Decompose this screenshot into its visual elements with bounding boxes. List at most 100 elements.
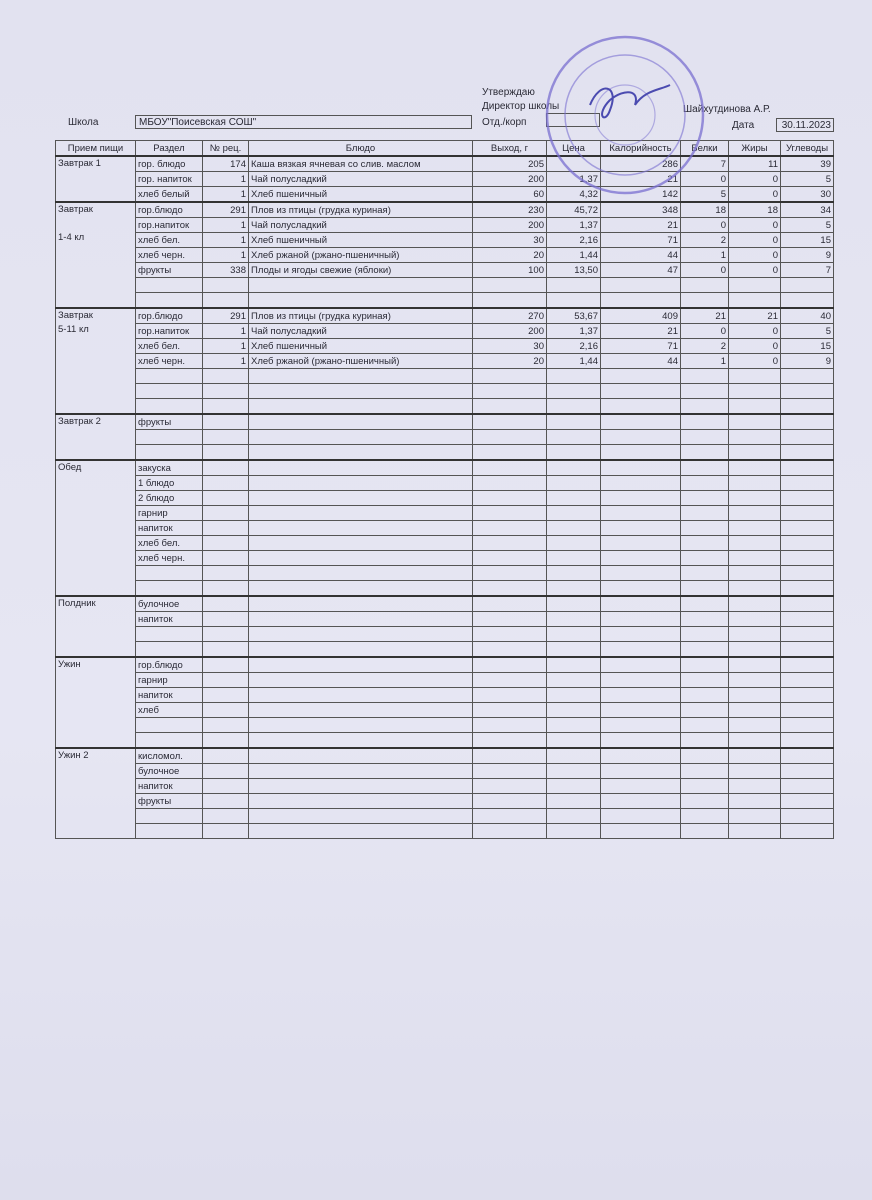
cell — [202, 459, 249, 476]
cell — [546, 717, 601, 733]
cell — [472, 277, 547, 293]
cell — [248, 778, 473, 794]
cell: фрукты — [135, 793, 203, 809]
cell — [472, 505, 547, 521]
cell — [728, 747, 781, 764]
cell — [600, 793, 681, 809]
cell — [780, 580, 834, 597]
cell: 2,16 — [546, 338, 601, 354]
cell — [202, 672, 249, 688]
cell — [472, 550, 547, 566]
cell — [248, 808, 473, 824]
meal-cell: Завтрак 5-11 кл — [55, 307, 136, 415]
cell — [472, 413, 547, 430]
table-row: Завтрак 1-4 кл гор.блюдо 291 Плов из птицы (… — [55, 201, 834, 309]
cell — [680, 641, 729, 658]
cell — [202, 611, 249, 627]
cell — [780, 793, 834, 809]
cell — [472, 444, 547, 461]
cell — [600, 490, 681, 506]
cell — [728, 550, 781, 566]
cell — [680, 368, 729, 384]
table-row: хлеб черн. 1 Хлеб ржаной (ржано-пшеничный)… — [56, 247, 834, 263]
cell: Плов из птицы (грудка куриная) — [248, 201, 473, 218]
cell — [546, 626, 601, 642]
cell: 1 — [680, 247, 729, 263]
cell: 1,37 — [546, 323, 601, 339]
cell: 5 — [780, 171, 834, 187]
cell — [600, 732, 681, 749]
table-row: Ужин 2 кисломол. — [55, 747, 834, 839]
cell — [546, 808, 601, 824]
cell — [202, 580, 249, 597]
cell — [546, 641, 601, 658]
cell: 0 — [728, 262, 781, 278]
table-row: хлеб черн. 1 Хлеб ржаной (ржано-пшеничный)… — [56, 353, 834, 369]
cell — [472, 535, 547, 551]
cell: 9 — [780, 247, 834, 263]
cell — [202, 823, 249, 839]
cell — [600, 595, 681, 612]
cell — [680, 808, 729, 824]
cell — [472, 459, 547, 476]
cell: 11 — [728, 155, 781, 172]
cell: 21 — [600, 217, 681, 233]
cell — [135, 732, 203, 749]
cell: хлеб черн. — [135, 353, 203, 369]
cell — [202, 702, 249, 718]
meal-cell: Завтрак 1-4 кл — [55, 201, 136, 309]
cell — [202, 505, 249, 521]
table-row: гор.напиток 1 Чай полусладкий 200 1,37 21 0 0 5 — [56, 217, 834, 233]
cell — [202, 292, 249, 309]
cell — [728, 823, 781, 839]
cell: хлеб белый — [135, 186, 203, 203]
cell — [135, 444, 203, 461]
cell: 40 — [780, 307, 834, 324]
cell — [135, 808, 203, 824]
cell — [680, 429, 729, 445]
cell: 174 — [202, 155, 249, 172]
cell — [728, 641, 781, 658]
cell — [202, 398, 249, 415]
cell — [780, 641, 834, 658]
cell — [680, 413, 729, 430]
cell — [202, 368, 249, 384]
table-row: гор. напиток 1 Чай полусладкий 200 1,37 21 0 0 5 — [56, 171, 834, 187]
cell: 47 — [600, 262, 681, 278]
director-label: Директор школы — [482, 101, 560, 112]
cell: Хлеб пшеничный — [248, 186, 473, 203]
cell — [248, 626, 473, 642]
cell — [728, 763, 781, 779]
cell — [472, 778, 547, 794]
cell — [135, 383, 203, 399]
cell — [600, 475, 681, 491]
cell — [248, 292, 473, 309]
cell — [202, 413, 249, 430]
table-row: Завтрак 1 гор. блюдо 174 Каша вязкая ячнева… — [55, 155, 834, 203]
table-row — [56, 565, 834, 581]
cell — [600, 520, 681, 536]
table-row: Завтрак 2 фрукты — [55, 413, 834, 461]
cell: фрукты — [135, 262, 203, 278]
cell — [202, 717, 249, 733]
cell — [546, 550, 601, 566]
cell — [248, 747, 473, 764]
cell: 0 — [680, 323, 729, 339]
cell — [728, 368, 781, 384]
cell — [728, 490, 781, 506]
cell: 18 — [728, 201, 781, 218]
cell: гор. блюдо — [135, 155, 203, 172]
cell — [728, 656, 781, 673]
table-row — [56, 398, 834, 415]
dept-label: Отд./корп — [482, 117, 527, 128]
cell — [780, 444, 834, 461]
cell — [472, 398, 547, 415]
cell — [248, 717, 473, 733]
cell: 0 — [728, 217, 781, 233]
cell — [728, 793, 781, 809]
cell: 18 — [680, 201, 729, 218]
cell: 0 — [728, 247, 781, 263]
cell — [600, 823, 681, 839]
table-row: гарнир — [56, 505, 834, 521]
cell — [248, 641, 473, 658]
